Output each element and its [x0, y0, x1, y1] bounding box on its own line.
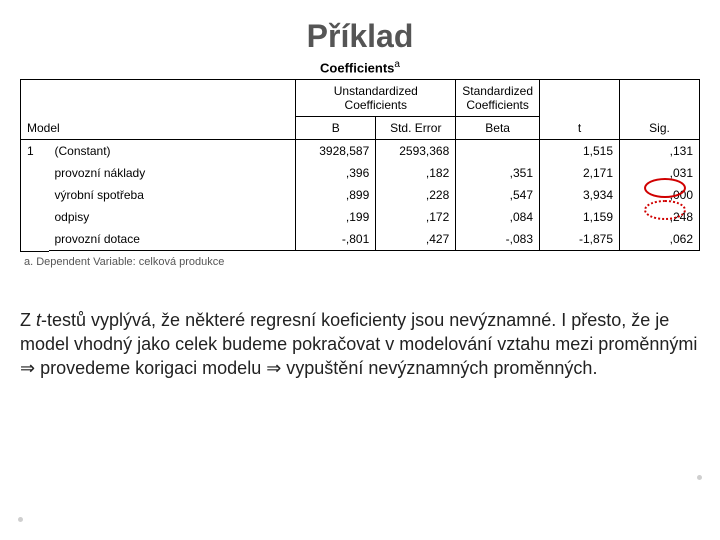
- cell-t: 3,934: [540, 184, 620, 206]
- coefficients-table: Model Unstandardized Coefficients Standa…: [20, 79, 700, 252]
- row-label: výrobní spotřeba: [49, 184, 296, 206]
- cell-t: 2,171: [540, 162, 620, 184]
- decor-dot: [697, 475, 702, 480]
- cell-B: -,801: [296, 228, 376, 251]
- cell-B: ,396: [296, 162, 376, 184]
- body-paragraph: Z t-testů vyplývá, že některé regresní k…: [20, 308, 700, 381]
- cell-t: 1,159: [540, 206, 620, 228]
- hdr-unstd: Unstandardized Coefficients: [296, 80, 456, 117]
- hdr-sig: Sig.: [620, 80, 700, 140]
- table-caption-text: Coefficients: [320, 60, 394, 75]
- cell-Sig: ,031: [620, 162, 700, 184]
- cell-Sig: ,248: [620, 206, 700, 228]
- hdr-Beta: Beta: [456, 117, 540, 140]
- row-label: provozní náklady: [49, 162, 296, 184]
- cell-B: 3928,587: [296, 140, 376, 163]
- cell-Beta: ,547: [456, 184, 540, 206]
- row-label: provozní dotace: [49, 228, 296, 251]
- cell-Beta: ,084: [456, 206, 540, 228]
- slide-title: Příklad: [20, 18, 700, 55]
- table-footnote: a. Dependent Variable: celková produkce: [20, 256, 700, 268]
- hdr-model: Model: [21, 80, 296, 140]
- decor-dot: [18, 517, 23, 522]
- row-label: (Constant): [49, 140, 296, 163]
- cell-Beta: -,083: [456, 228, 540, 251]
- cell-Sig: ,131: [620, 140, 700, 163]
- cell-B: ,199: [296, 206, 376, 228]
- cell-SE: ,182: [376, 162, 456, 184]
- row-label: odpisy: [49, 206, 296, 228]
- hdr-B: B: [296, 117, 376, 140]
- cell-Beta: [456, 140, 540, 163]
- cell-SE: ,228: [376, 184, 456, 206]
- hdr-SE: Std. Error: [376, 117, 456, 140]
- cell-SE: ,172: [376, 206, 456, 228]
- model-number: 1: [21, 140, 49, 251]
- coefficients-table-wrap: Model Unstandardized Coefficients Standa…: [20, 79, 700, 252]
- hdr-t: t: [540, 80, 620, 140]
- cell-t: 1,515: [540, 140, 620, 163]
- cell-B: ,899: [296, 184, 376, 206]
- hdr-std: Standardized Coefficients: [456, 80, 540, 117]
- table-caption: Coefficientsa: [20, 59, 700, 75]
- cell-SE: 2593,368: [376, 140, 456, 163]
- body-rest: -testů vyplývá, že některé regresní koef…: [20, 310, 697, 379]
- caption-superscript: a: [394, 59, 400, 70]
- cell-Sig: ,062: [620, 228, 700, 251]
- cell-SE: ,427: [376, 228, 456, 251]
- model-col-bottom: [21, 251, 49, 252]
- cell-t: -1,875: [540, 228, 620, 251]
- cell-Beta: ,351: [456, 162, 540, 184]
- cell-Sig: ,000: [620, 184, 700, 206]
- body-prefix: Z: [20, 310, 36, 330]
